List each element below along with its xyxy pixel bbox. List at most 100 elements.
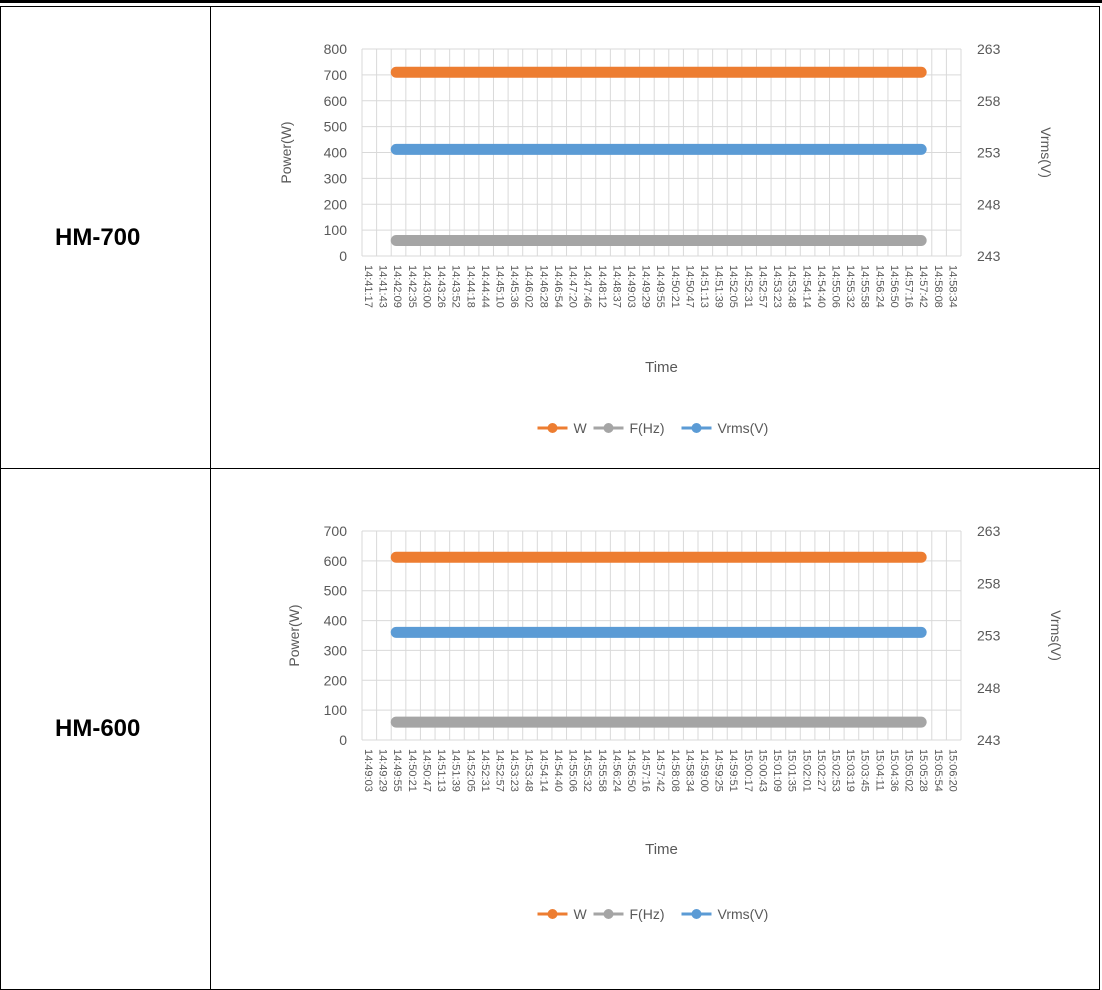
- y-tick-label: 200: [324, 196, 348, 212]
- y-tick-label: 100: [324, 702, 348, 718]
- x-tick-label: 14:41:43: [377, 265, 389, 308]
- y-tick-label: 300: [324, 642, 348, 658]
- x-tick-label: 14:49:55: [391, 749, 403, 792]
- x-tick-label: 15:02:53: [830, 749, 842, 792]
- y-axis-title: Power(W): [278, 121, 294, 183]
- x-tick-label: 14:52:57: [756, 265, 768, 308]
- x-tick-label: 14:55:32: [844, 265, 856, 308]
- x-tick-label: 14:56:24: [873, 265, 885, 308]
- x-tick-label: 14:58:08: [932, 265, 944, 308]
- x-tick-label: 14:56:24: [610, 749, 622, 792]
- x-tick-label: 14:47:46: [581, 265, 593, 308]
- table-row: HM-700 0 100 200 300 400 500 600 700 800 243 248 25…: [0, 6, 1100, 469]
- x-tick-label: 14:53:48: [786, 265, 798, 308]
- legend-label: Vrms(V): [718, 420, 769, 436]
- x-tick-label: 14:54:14: [537, 749, 549, 792]
- x-tick-label: 14:55:32: [581, 749, 593, 792]
- x-tick-label: 15:04:36: [888, 749, 900, 792]
- top-rule: [0, 0, 1102, 3]
- x-tick-label: 14:48:37: [610, 265, 622, 308]
- x-tick-label: 14:46:54: [552, 265, 564, 308]
- x-tick-label: 14:58:34: [683, 749, 695, 792]
- legend-label: W: [574, 420, 588, 436]
- x-axis-title: Time: [645, 359, 678, 376]
- x-tick-label: 14:55:58: [859, 265, 871, 308]
- x-tick-label: 14:54:40: [815, 265, 827, 308]
- x-tick-label: 14:46:28: [537, 265, 549, 308]
- y2-tick-label: 258: [977, 93, 1001, 109]
- y2-tick-label: 253: [977, 628, 1001, 644]
- x-tick-label: 14:43:52: [450, 265, 462, 308]
- legend-marker: [691, 909, 702, 919]
- x-tick-label: 14:42:35: [406, 265, 418, 308]
- y-tick-label: 700: [324, 523, 348, 539]
- legend-marker: [603, 909, 614, 919]
- legend-marker: [547, 423, 558, 433]
- x-tick-label: 14:55:58: [596, 749, 608, 792]
- y-tick-label: 0: [339, 248, 347, 264]
- x-tick-label: 14:53:23: [508, 749, 520, 792]
- x-tick-label: 14:52:05: [464, 749, 476, 792]
- x-tick-label: 14:49:03: [625, 265, 637, 308]
- x-tick-label: 14:44:18: [464, 265, 476, 308]
- x-tick-label: 14:55:06: [830, 265, 842, 308]
- x-tick-label: 14:57:42: [917, 265, 929, 308]
- x-tick-label: 14:52:05: [727, 265, 739, 308]
- results-table: HM-700 0 100 200 300 400 500 600 700 800 243 248 25…: [0, 6, 1100, 990]
- x-tick-label: 14:46:02: [523, 265, 535, 308]
- x-tick-label: 14:48:12: [596, 265, 608, 308]
- x-tick-label: 14:51:13: [698, 265, 710, 308]
- chart-cell: 0 100 200 300 400 500 600 700 243 248 253 258 263 Pow…: [210, 468, 1100, 990]
- y2-tick-label: 263: [977, 523, 1001, 539]
- x-tick-label: 14:49:29: [377, 749, 389, 792]
- y-tick-label: 600: [324, 93, 348, 109]
- x-tick-label: 14:52:57: [493, 749, 505, 792]
- chart-hm-700: 0 100 200 300 400 500 600 700 800 243 248 253 258 263…: [278, 41, 1054, 436]
- x-tick-label: 14:45:10: [493, 265, 505, 308]
- y2-tick-label: 258: [977, 575, 1001, 591]
- label-cell: HM-600: [0, 468, 211, 990]
- x-tick-label: 14:59:51: [727, 749, 739, 792]
- y-tick-label: 100: [324, 222, 348, 238]
- y2-tick-label: 248: [977, 680, 1001, 696]
- x-tick-label: 14:50:21: [406, 749, 418, 792]
- x-tick-label: 14:49:29: [640, 265, 652, 308]
- x-tick-label: 14:44:44: [479, 265, 491, 308]
- x-tick-label: 15:01:09: [771, 749, 783, 792]
- x-tick-label: 14:57:16: [903, 265, 915, 308]
- y2-axis-title: Vrms(V): [1048, 610, 1064, 661]
- chart-cell: 0 100 200 300 400 500 600 700 800 243 248 253 258 263…: [210, 6, 1100, 469]
- x-tick-label: 14:50:21: [669, 265, 681, 308]
- y2-tick-label: 263: [977, 41, 1001, 57]
- legend-label: F(Hz): [630, 906, 665, 922]
- x-tick-label: 14:59:00: [698, 749, 710, 792]
- x-tick-label: 15:02:27: [815, 749, 827, 792]
- x-tick-label: 14:54:14: [800, 265, 812, 308]
- y-tick-label: 400: [324, 145, 348, 161]
- x-tick-label: 14:52:31: [742, 265, 754, 308]
- x-tick-label: 14:49:03: [362, 749, 374, 792]
- x-tick-label: 15:06:20: [946, 749, 958, 792]
- x-tick-label: 14:56:50: [625, 749, 637, 792]
- x-tick-label: 15:03:45: [859, 749, 871, 792]
- x-tick-label: 15:00:43: [756, 749, 768, 792]
- x-tick-label: 14:59:25: [713, 749, 725, 792]
- x-tick-label: 15:05:54: [932, 749, 944, 792]
- model-label: HM-700: [55, 223, 141, 251]
- y2-tick-label: 243: [977, 248, 1001, 264]
- x-tick-label: 14:49:55: [654, 265, 666, 308]
- chart-hm-600: 0 100 200 300 400 500 600 700 243 248 253 258 263 Pow…: [286, 523, 1064, 922]
- x-tick-label: 14:51:39: [713, 265, 725, 308]
- x-tick-label: 14:43:00: [420, 265, 432, 308]
- x-tick-label: 15:05:02: [903, 749, 915, 792]
- y2-tick-label: 253: [977, 145, 1001, 161]
- y-tick-label: 0: [339, 732, 347, 748]
- table-row: HM-600 0 100 200 300 400 500 600 700 243 248 253 25…: [0, 468, 1100, 990]
- legend-label: Vrms(V): [718, 906, 769, 922]
- y-tick-label: 200: [324, 672, 348, 688]
- y-axis-title: Power(W): [286, 604, 302, 666]
- y-tick-label: 400: [324, 613, 348, 629]
- legend-label: F(Hz): [630, 420, 665, 436]
- x-tick-label: 14:51:39: [450, 749, 462, 792]
